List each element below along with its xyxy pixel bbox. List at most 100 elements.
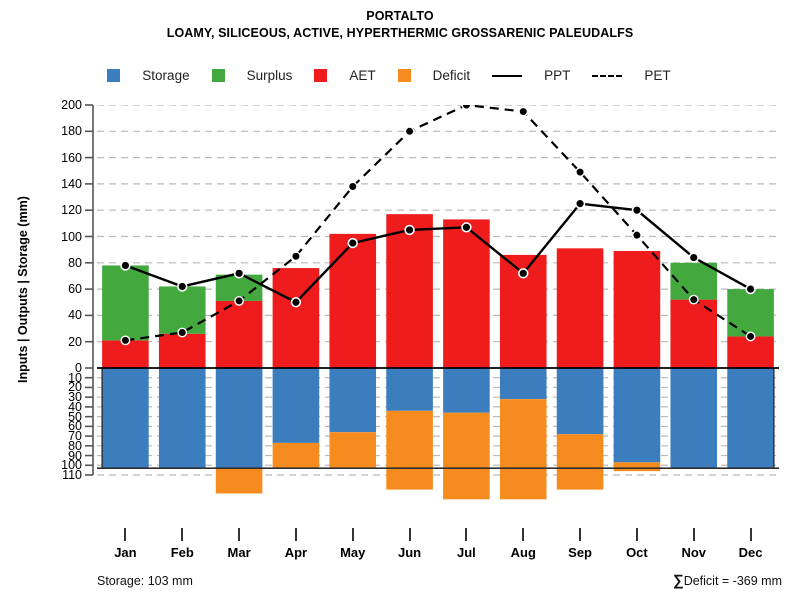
- x-tick-mark: [238, 528, 241, 541]
- x-tick-mark: [124, 528, 127, 541]
- legend-swatch-icon: [397, 69, 411, 82]
- ppt-point-dec: [745, 283, 756, 295]
- bar-aet-may: [329, 233, 377, 368]
- bar-storage-nov: [670, 368, 718, 469]
- bar-storage-may: [329, 368, 377, 433]
- legend-label: Surplus: [246, 68, 293, 83]
- ppt-point-jul: [461, 222, 472, 233]
- x-tick-mark: [579, 528, 582, 541]
- x-tick-label-jun: Jun: [398, 545, 422, 560]
- pet-point-jan: [120, 335, 131, 346]
- y-tick-label: 40: [68, 308, 82, 323]
- y-tick-label: 20: [68, 380, 82, 395]
- x-tick-mark: [408, 528, 411, 541]
- ppt-point-oct: [631, 204, 643, 216]
- y-tick-label: 180: [61, 124, 82, 139]
- pet-point-mar: [234, 296, 244, 306]
- y-tick-label: 100: [61, 458, 82, 473]
- deficit-footnote: ∑Deficit = -369 mm: [673, 572, 782, 589]
- bar-storage-sep: [556, 368, 604, 435]
- bar-deficit-jun: [386, 410, 433, 490]
- legend-item-aet[interactable]: AET: [314, 68, 397, 83]
- x-tick-mark: [522, 528, 525, 541]
- pet-point-dec: [745, 331, 756, 342]
- bar-storage-dec: [727, 368, 774, 469]
- pet-point-aug: [518, 106, 529, 117]
- y-tick-label: 80: [68, 438, 82, 453]
- bar-storage-feb: [158, 368, 206, 469]
- legend-label: Deficit: [432, 68, 471, 83]
- bar-surplus-feb: [158, 286, 206, 334]
- legend-solid-line-icon: [492, 74, 523, 77]
- x-tick-label-mar: Mar: [227, 545, 251, 560]
- plot-svg: [97, 105, 779, 500]
- legend-label: Storage: [142, 68, 190, 83]
- bar-surplus-dec: [727, 289, 774, 337]
- bar-deficit-oct: [613, 462, 661, 472]
- bar-surplus-jan: [102, 265, 149, 341]
- legend-item-surplus[interactable]: Surplus: [211, 68, 315, 83]
- x-tick-label-dec: Dec: [738, 545, 763, 560]
- ppt-point-feb: [177, 281, 188, 292]
- x-tick-label-aug: Aug: [510, 545, 536, 560]
- y-tick-label: 160: [61, 150, 82, 165]
- x-tick-mark: [294, 528, 297, 541]
- x-tick-label-feb: Feb: [170, 545, 194, 560]
- bar-storage-mar: [215, 368, 263, 469]
- legend-dashed-line-icon: [592, 74, 623, 77]
- legend-swatch-icon: [314, 69, 328, 82]
- x-tick-label-oct: Oct: [626, 545, 648, 560]
- y-tick-label: 140: [61, 176, 82, 191]
- legend-swatch-icon: [211, 69, 225, 82]
- bar-storage-jun: [386, 368, 433, 411]
- y-tick-label: 60: [68, 282, 82, 297]
- bar-aet-jun: [386, 214, 433, 368]
- pet-point-oct: [632, 230, 642, 241]
- y-tick-label: 50: [68, 409, 82, 424]
- storage-footnote: Storage: 103 mm: [97, 574, 193, 588]
- ppt-point-jun: [404, 224, 415, 236]
- ppt-point-sep: [574, 198, 586, 209]
- legend-label: PET: [644, 68, 671, 83]
- bar-aet-mar: [215, 300, 263, 368]
- x-tick-label-apr: Apr: [284, 545, 308, 560]
- ppt-point-mar: [233, 268, 245, 279]
- ppt-point-may: [347, 237, 358, 249]
- pet-point-may: [347, 181, 358, 192]
- y-tick-label: 20: [68, 334, 82, 349]
- y-tick-label: 60: [68, 419, 82, 434]
- legend-swatch-icon: [107, 69, 121, 82]
- ppt-line: [125, 202, 752, 304]
- y-tick-label: 10: [68, 370, 82, 385]
- x-tick-label-jul: Jul: [457, 545, 476, 560]
- y-tick-label: 200: [61, 98, 82, 112]
- y-tick-label: 0: [75, 361, 82, 375]
- title-line-1: PORTALTO: [366, 9, 434, 23]
- pet-point-sep: [575, 167, 585, 177]
- y-tick-label: 40: [68, 399, 82, 414]
- legend-item-storage[interactable]: Storage: [107, 68, 211, 83]
- legend-item-deficit[interactable]: Deficit: [397, 68, 493, 83]
- bar-storage-jan: [102, 368, 149, 469]
- y-axis-tick-labels: 0 20 40 60 80 100 120 140 160 180 200 10 20 30 40 50 60 7…: [40, 0, 82, 600]
- deficit-footnote-text: Deficit = -369 mm: [683, 574, 782, 588]
- y-tick-label: 110: [62, 468, 82, 482]
- pet-point-jul: [461, 105, 472, 110]
- legend-item-pet[interactable]: PET: [592, 68, 692, 83]
- ppt-point-jan: [120, 260, 131, 271]
- bar-aet-oct: [613, 250, 661, 368]
- pet-point-apr: [291, 251, 301, 262]
- chart-legend: Storage Surplus AET Deficit PPT PET: [0, 68, 800, 83]
- x-tick-mark: [692, 528, 695, 541]
- chart-title: PORTALTO LOAMY, SILICEOUS, ACTIVE, HYPER…: [0, 8, 800, 42]
- legend-item-ppt[interactable]: PPT: [492, 68, 592, 83]
- bar-aet-feb: [158, 333, 206, 368]
- bar-deficit-sep: [556, 434, 604, 490]
- x-tick-mark: [181, 528, 184, 541]
- bar-deficit-aug: [499, 399, 547, 500]
- x-tick-mark: [465, 528, 468, 541]
- y-tick-label: 30: [68, 390, 82, 405]
- bar-storage-jul: [443, 368, 490, 413]
- pet-point-feb: [177, 327, 188, 338]
